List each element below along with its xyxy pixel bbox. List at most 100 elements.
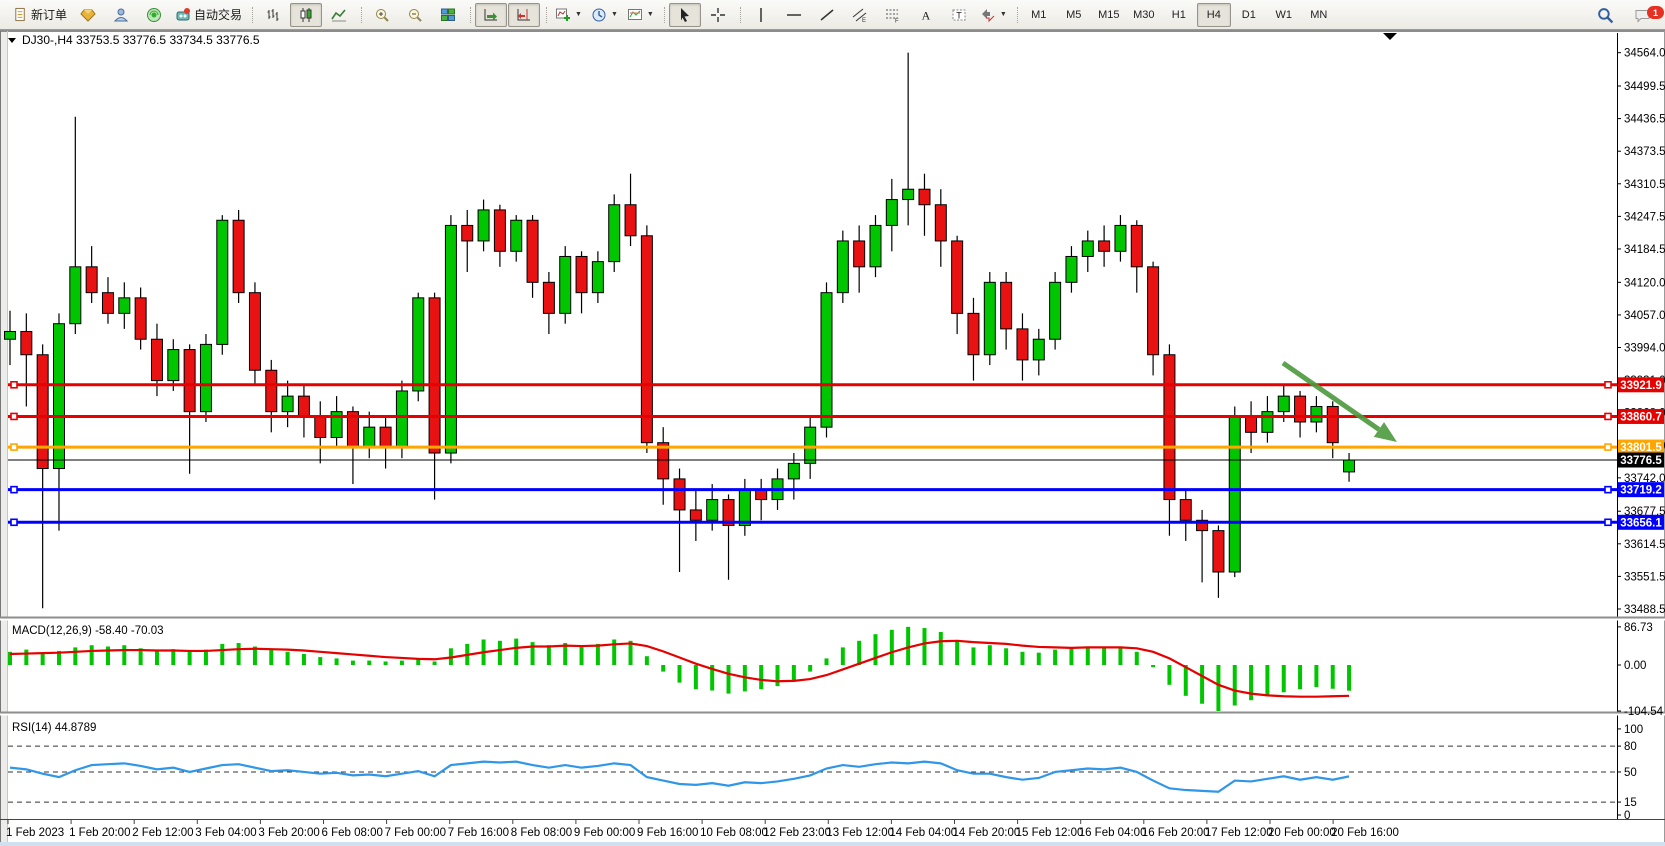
line-handle[interactable] <box>10 485 18 494</box>
line-handle[interactable] <box>1604 518 1612 527</box>
templates-button[interactable]: ▼ <box>623 3 658 27</box>
equidistant-channel-button[interactable]: E <box>844 3 876 27</box>
time-tick-label: 3 Feb 20:00 <box>258 827 319 839</box>
horizontal-line-button[interactable] <box>778 3 810 27</box>
auto-trading-button[interactable]: 自动交易 <box>171 3 246 27</box>
macd-histogram-bar <box>889 629 894 666</box>
bear-candle <box>1000 281 1013 330</box>
bull-candle <box>591 261 604 294</box>
line-handle[interactable] <box>1604 443 1612 451</box>
periods-button[interactable]: ▼ <box>587 3 622 27</box>
price-line-badge-label: 33719.2 <box>1620 485 1662 497</box>
line-handle[interactable] <box>10 443 18 451</box>
timeframe-button-w1[interactable]: W1 <box>1275 8 1293 21</box>
macd-tick-label: -104.54 <box>1624 706 1664 718</box>
annotation-arrow-shaft[interactable] <box>1281 360 1381 432</box>
indicators-button[interactable]: ▼ <box>551 3 586 27</box>
dropdown-arrow-icon[interactable]: ▼ <box>575 11 582 18</box>
macd-histogram-bar <box>334 658 339 666</box>
bull-candle <box>869 224 882 268</box>
macd-histogram-bar <box>220 643 225 666</box>
fibonacci-button[interactable]: F <box>877 3 909 27</box>
price-line-badge-label: 33656.1 <box>1620 517 1662 529</box>
line-handle[interactable] <box>1604 485 1612 494</box>
price-line-badge-label: 33860.7 <box>1620 411 1662 423</box>
search-button[interactable] <box>1589 3 1621 27</box>
chart-shift-icon <box>516 7 532 23</box>
bar-chart-button[interactable] <box>257 3 289 27</box>
auto-scroll-button[interactable] <box>475 2 508 27</box>
time-tick-label: 3 Feb 04:00 <box>195 827 256 839</box>
timeframe-button-m1[interactable]: M1 <box>1031 8 1047 21</box>
zoom-out-button[interactable] <box>399 3 431 27</box>
bear-candle <box>461 224 474 242</box>
crosshair-button[interactable] <box>702 3 734 27</box>
bull-candle <box>1261 411 1274 433</box>
new-order-button[interactable]: 新订单 <box>9 3 71 27</box>
hline-icon <box>786 7 802 23</box>
macd-histogram-bar <box>497 640 502 666</box>
price-line-badge-label: 33801.5 <box>1620 442 1662 454</box>
macd-histogram-bar <box>1020 651 1025 666</box>
price-line-badge <box>1618 482 1664 498</box>
bear-candle <box>265 369 278 413</box>
timeframe-button-m30[interactable]: M30 <box>1133 8 1155 21</box>
macd-histogram-bar <box>269 650 274 666</box>
bear-candle <box>1196 519 1209 532</box>
timeframe-button-h1[interactable]: H1 <box>1171 8 1186 21</box>
trendline-button[interactable] <box>811 3 843 27</box>
macd-histogram-bar <box>775 665 780 687</box>
candlestick-chart-button[interactable] <box>290 2 323 27</box>
bear-candle <box>183 349 196 413</box>
dropdown-arrow-icon[interactable]: ▼ <box>999 11 1007 18</box>
notifications-button[interactable]: 1 <box>1627 3 1664 27</box>
chart-shift-marker[interactable] <box>1383 33 1397 40</box>
new-order-icon <box>13 7 28 22</box>
line-chart-button[interactable] <box>323 3 355 27</box>
bull-candle <box>281 395 294 413</box>
text-button[interactable]: A <box>910 3 942 27</box>
dropdown-arrow-icon[interactable]: ▼ <box>646 11 654 18</box>
bull-candle <box>1032 338 1045 361</box>
timeframe-button-m15[interactable]: M15 <box>1098 8 1120 21</box>
signals-button[interactable] <box>138 3 170 27</box>
tile-windows-button[interactable] <box>432 3 464 27</box>
indicators-icon <box>555 7 571 23</box>
bear-candle <box>1294 395 1307 423</box>
bear-candle <box>36 354 49 470</box>
annotation-arrow-head[interactable] <box>1373 422 1397 442</box>
line-handle[interactable] <box>10 518 18 527</box>
time-tick-label: 13 Feb 12:00 <box>826 827 894 839</box>
left-splitter[interactable] <box>0 32 7 846</box>
line-handle[interactable] <box>10 412 18 421</box>
chart-shift-button[interactable] <box>508 2 541 27</box>
bear-candle <box>20 330 33 356</box>
line-handle[interactable] <box>10 380 18 389</box>
zoom-in-button[interactable] <box>366 3 398 27</box>
chart-collapse-icon[interactable] <box>8 38 16 43</box>
shapes-button[interactable]: ▼ <box>976 3 1011 27</box>
macd-histogram-bar <box>399 660 404 666</box>
macd-histogram-bar <box>1314 665 1319 688</box>
bear-candle <box>1016 328 1029 361</box>
macd-histogram-bar <box>350 660 355 666</box>
cursor-button[interactable] <box>668 2 701 27</box>
market-watch-button[interactable] <box>72 3 104 27</box>
bull-candle <box>395 390 408 449</box>
timeframe-button-h4[interactable]: H4 <box>1196 2 1231 27</box>
timeframe-button-mn[interactable]: MN <box>1310 8 1328 21</box>
macd-histogram-bar <box>1183 665 1188 696</box>
timeframe-button-d1[interactable]: D1 <box>1241 8 1256 21</box>
vertical-line-button[interactable] <box>745 3 777 27</box>
templates-icon <box>627 7 643 23</box>
line-handle[interactable] <box>1604 412 1612 421</box>
dropdown-arrow-icon[interactable]: ▼ <box>610 11 618 18</box>
line-handle[interactable] <box>1604 380 1612 389</box>
time-axis[interactable]: 1 Feb 2023 1 Feb 20:00 2 Feb 12:00 3 Feb 04… <box>6 819 1399 840</box>
macd-histogram-bar <box>922 628 927 666</box>
profile-button[interactable] <box>105 3 137 27</box>
text-label-button[interactable]: T <box>943 3 975 27</box>
auto-scroll-icon <box>483 7 499 23</box>
timeframe-button-m5[interactable]: M5 <box>1066 8 1082 21</box>
